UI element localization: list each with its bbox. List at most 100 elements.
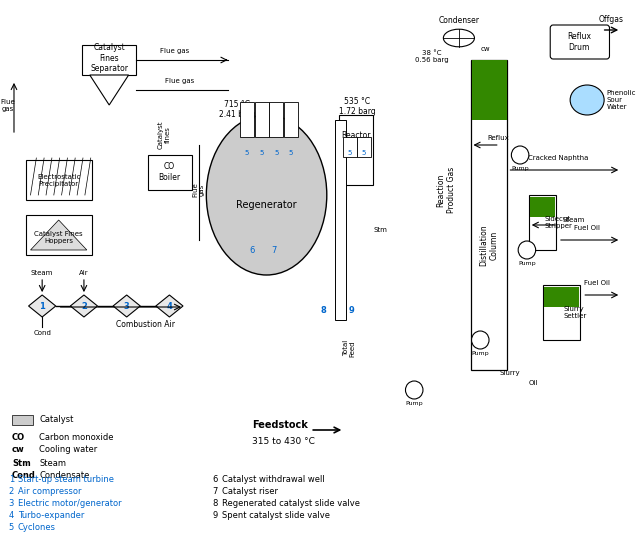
- Text: Pump: Pump: [511, 166, 529, 171]
- Polygon shape: [113, 295, 140, 317]
- Text: Slurry
Settler: Slurry Settler: [564, 305, 587, 319]
- FancyBboxPatch shape: [470, 60, 508, 370]
- Text: Catalyst
Fines
Separator: Catalyst Fines Separator: [90, 43, 128, 73]
- FancyBboxPatch shape: [472, 60, 506, 120]
- Text: Pump: Pump: [405, 401, 423, 406]
- FancyBboxPatch shape: [26, 160, 92, 200]
- FancyBboxPatch shape: [545, 287, 579, 307]
- Text: Reflux: Reflux: [487, 135, 509, 141]
- Text: 9: 9: [212, 511, 218, 520]
- Text: Cracked Naphtha: Cracked Naphtha: [528, 155, 588, 161]
- Text: Carbon monoxide: Carbon monoxide: [39, 432, 114, 442]
- Text: Feedstock: Feedstock: [252, 420, 308, 430]
- Text: 6: 6: [250, 246, 255, 255]
- Ellipse shape: [444, 29, 474, 47]
- Ellipse shape: [406, 381, 423, 399]
- Text: 5: 5: [245, 150, 250, 156]
- Text: Fuel Oil: Fuel Oil: [584, 280, 610, 286]
- Text: Condenser: Condenser: [438, 16, 479, 25]
- Text: Air: Air: [79, 270, 89, 276]
- FancyBboxPatch shape: [335, 120, 346, 320]
- Text: Reaction
Product Gas: Reaction Product Gas: [436, 167, 456, 213]
- FancyBboxPatch shape: [82, 45, 136, 75]
- Polygon shape: [31, 220, 87, 250]
- Text: 8: 8: [320, 305, 326, 315]
- Text: Oil: Oil: [529, 380, 538, 386]
- Text: Cond: Cond: [12, 471, 36, 481]
- Text: Turbo-expander: Turbo-expander: [18, 511, 84, 520]
- Text: cw: cw: [480, 46, 490, 52]
- Text: Electrostatic
Precipitator: Electrostatic Precipitator: [37, 173, 81, 187]
- Ellipse shape: [472, 331, 489, 349]
- Text: 5: 5: [9, 524, 14, 532]
- Text: Offgas: Offgas: [599, 15, 624, 24]
- Text: 38 °C
0.56 barg: 38 °C 0.56 barg: [415, 50, 449, 63]
- Text: Pump: Pump: [518, 261, 536, 266]
- Text: Catalyst withdrawal well: Catalyst withdrawal well: [222, 476, 324, 485]
- FancyBboxPatch shape: [543, 285, 580, 340]
- Text: 1: 1: [9, 476, 14, 485]
- Text: Flue gas: Flue gas: [164, 78, 194, 84]
- Text: Cyclones: Cyclones: [18, 524, 56, 532]
- Text: Catalyst
fines: Catalyst fines: [158, 121, 171, 149]
- FancyBboxPatch shape: [148, 155, 192, 190]
- FancyBboxPatch shape: [550, 25, 609, 59]
- Text: Combustion Air: Combustion Air: [116, 320, 175, 329]
- Polygon shape: [156, 295, 183, 317]
- Text: CO
Boiler: CO Boiler: [158, 162, 180, 182]
- Text: 7: 7: [271, 246, 277, 255]
- Text: Cooling water: Cooling water: [39, 446, 97, 455]
- Text: Distillation
Column: Distillation Column: [479, 224, 499, 266]
- Text: Flue
gas: Flue gas: [192, 183, 205, 197]
- Text: Electric motor/generator: Electric motor/generator: [18, 500, 122, 509]
- Text: Pump: Pump: [472, 351, 489, 356]
- Text: Spent catalyst slide valve: Spent catalyst slide valve: [222, 511, 330, 520]
- Polygon shape: [70, 295, 97, 317]
- Text: 3: 3: [124, 301, 129, 310]
- Ellipse shape: [511, 146, 529, 164]
- Text: 7: 7: [212, 487, 218, 496]
- Text: Air compressor: Air compressor: [18, 487, 81, 496]
- FancyBboxPatch shape: [26, 215, 92, 255]
- Text: Regenerated catalyst slide valve: Regenerated catalyst slide valve: [222, 500, 360, 509]
- FancyBboxPatch shape: [255, 102, 269, 137]
- Text: Flue gas: Flue gas: [159, 48, 189, 54]
- FancyBboxPatch shape: [12, 415, 33, 425]
- Text: Condensate: Condensate: [39, 471, 90, 481]
- Text: 535 °C
1.72 barg: 535 °C 1.72 barg: [339, 97, 375, 116]
- FancyBboxPatch shape: [339, 115, 373, 185]
- Text: Stm: Stm: [373, 227, 387, 233]
- Polygon shape: [90, 75, 129, 105]
- Ellipse shape: [206, 115, 327, 275]
- FancyBboxPatch shape: [269, 102, 283, 137]
- Text: Reflux
Drum: Reflux Drum: [568, 32, 591, 52]
- Text: 2: 2: [9, 487, 14, 496]
- Text: Phenolic
Sour
Water: Phenolic Sour Water: [607, 90, 636, 110]
- Text: Catalyst riser: Catalyst riser: [222, 487, 278, 496]
- Text: 1: 1: [39, 301, 45, 310]
- Text: Fuel Oil: Fuel Oil: [574, 225, 600, 231]
- Text: 3: 3: [8, 500, 14, 509]
- Text: 9: 9: [348, 305, 354, 315]
- Text: Steam: Steam: [31, 270, 53, 276]
- FancyBboxPatch shape: [241, 102, 254, 137]
- Text: Reactor: Reactor: [341, 130, 371, 139]
- Text: 6: 6: [212, 476, 218, 485]
- Text: Flue
gas: Flue gas: [1, 99, 15, 111]
- Text: 4: 4: [166, 301, 172, 310]
- FancyBboxPatch shape: [530, 197, 555, 217]
- Text: 715 °C
2.41 barg: 715 °C 2.41 barg: [219, 100, 256, 119]
- Text: 5: 5: [348, 150, 352, 156]
- Text: Catalyst Fines
Hoppers: Catalyst Fines Hoppers: [35, 231, 83, 243]
- Text: Stm: Stm: [12, 458, 31, 467]
- Text: 5: 5: [362, 150, 366, 156]
- FancyBboxPatch shape: [284, 102, 298, 137]
- Text: 5: 5: [260, 150, 264, 156]
- Text: Slurry: Slurry: [499, 370, 520, 376]
- FancyBboxPatch shape: [529, 195, 556, 250]
- Text: 5: 5: [289, 150, 293, 156]
- Text: 8: 8: [212, 500, 218, 509]
- FancyBboxPatch shape: [343, 137, 357, 157]
- FancyBboxPatch shape: [357, 137, 371, 157]
- Text: Cond: Cond: [33, 330, 51, 336]
